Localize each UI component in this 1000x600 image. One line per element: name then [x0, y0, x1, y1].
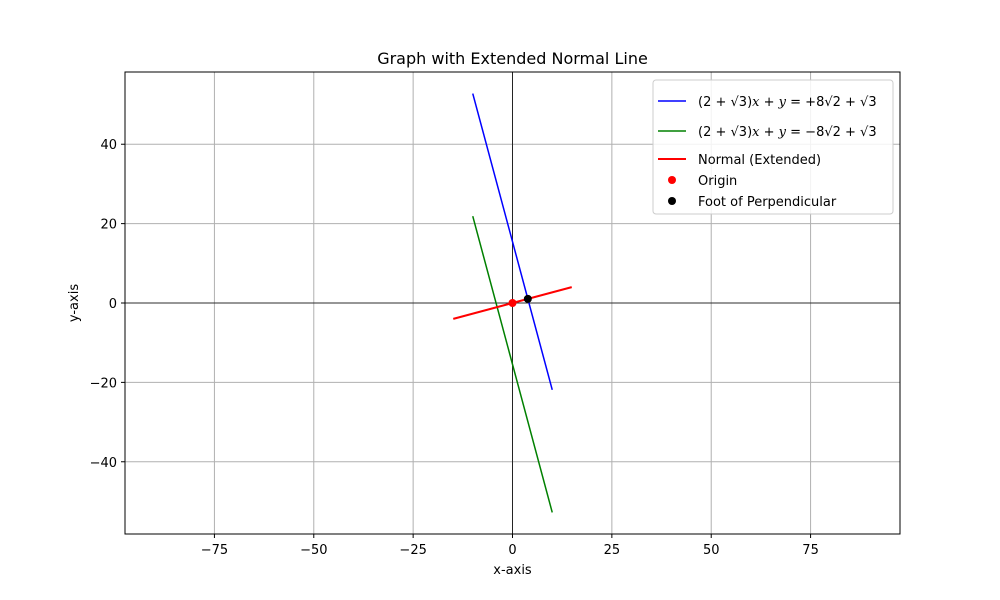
- x-tick-label: 0: [508, 543, 516, 558]
- x-tick-label: −75: [201, 543, 228, 558]
- legend-label-normal-extended: Normal (Extended): [698, 153, 821, 168]
- legend-equation-text: (2 + √3)x + y = +8√2 + √3: [698, 95, 877, 110]
- x-tick-label: 75: [802, 543, 819, 558]
- y-axis-title: y-axis: [67, 284, 82, 322]
- legend-label-1: (2 + √3)x + y = +8√2 + √3: [698, 95, 877, 110]
- chart-title: Graph with Extended Normal Line: [377, 49, 648, 68]
- point-foot-of-perpendicular: [523, 294, 532, 303]
- legend-marker-origin: [668, 176, 676, 184]
- x-tick-label: −50: [300, 543, 327, 558]
- legend-label-origin: Origin: [698, 174, 737, 189]
- x-tick-label: −25: [399, 543, 426, 558]
- legend-equation-text: (2 + √3)x + y = −8√2 + √3: [698, 125, 877, 140]
- y-tick-label: −20: [90, 376, 117, 391]
- legend-label-2: (2 + √3)x + y = −8√2 + √3: [698, 125, 877, 140]
- legend-marker-foot-of-perpendicular: [668, 197, 676, 205]
- point-origin: [508, 299, 517, 307]
- x-tick-label: 25: [604, 543, 621, 558]
- series: [452, 93, 573, 513]
- y-tick-label: 40: [100, 138, 117, 153]
- y-tick-label: −40: [90, 456, 117, 471]
- legend-box: [652, 79, 894, 215]
- ticks: −75 −50 −25 0 25 50 75 −40 −20 0 20 40: [90, 138, 819, 558]
- legend-label-foot-of-perpendicular: Foot of Perpendicular: [698, 195, 837, 210]
- series-line-2: [472, 216, 553, 513]
- series-line-1: [472, 93, 553, 390]
- y-tick-label: 0: [109, 297, 117, 312]
- x-axis-title: x-axis: [493, 563, 532, 578]
- legend: (2 + √3)x + y = +8√2 + √3 (2 + √3)x + y =…: [652, 79, 894, 215]
- y-tick-label: 20: [100, 218, 117, 233]
- x-tick-label: 50: [703, 543, 720, 558]
